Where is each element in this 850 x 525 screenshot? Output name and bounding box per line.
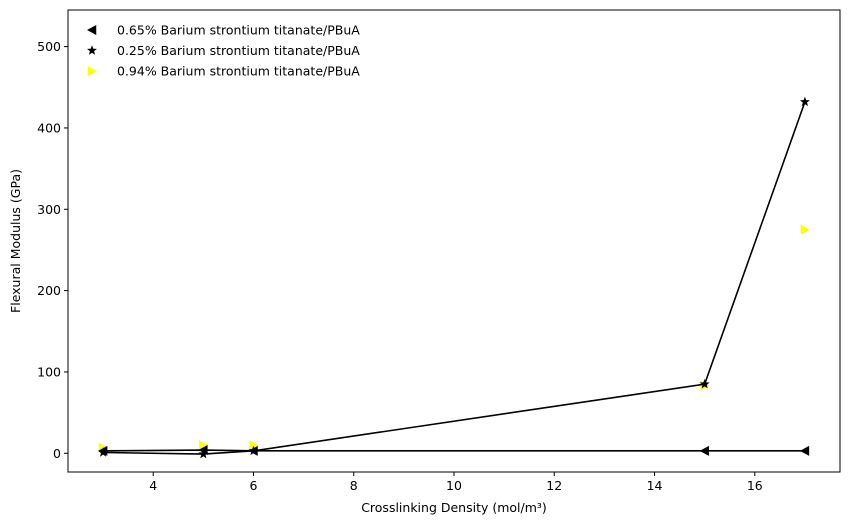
y-tick-label: 0 bbox=[53, 446, 61, 461]
y-tick-label: 200 bbox=[37, 283, 61, 298]
x-tick-label: 12 bbox=[546, 478, 562, 493]
series-layer bbox=[98, 96, 810, 459]
y-tick-label: 300 bbox=[37, 202, 61, 217]
y-axis: 0 100 200 300 400 500 bbox=[37, 39, 68, 461]
data-point bbox=[249, 440, 259, 451]
data-point bbox=[198, 448, 209, 459]
legend-marker bbox=[87, 66, 97, 76]
data-point bbox=[699, 445, 709, 456]
x-tick-label: 10 bbox=[446, 478, 462, 493]
data-point bbox=[800, 224, 810, 235]
legend: 0.65% Barium strontium titanate/PBuA 0.25… bbox=[87, 23, 360, 79]
x-axis-label: Crosslinking Density (mol/m³) bbox=[361, 500, 547, 515]
data-point bbox=[699, 378, 710, 389]
x-tick-label: 8 bbox=[350, 478, 358, 493]
y-axis-label: Flexural Modulus (GPa) bbox=[8, 169, 23, 313]
data-point bbox=[799, 445, 810, 456]
x-tick-label: 4 bbox=[149, 478, 157, 493]
data-point bbox=[98, 447, 109, 457]
data-point bbox=[799, 96, 810, 107]
data-point bbox=[199, 440, 209, 451]
legend-label: 0.25% Barium strontium titanate/PBuA bbox=[117, 43, 360, 58]
x-tick-label: 6 bbox=[250, 478, 258, 493]
legend-marker bbox=[87, 25, 97, 35]
x-tick-label: 16 bbox=[747, 478, 763, 493]
legend-marker bbox=[87, 45, 97, 55]
data-point bbox=[248, 445, 259, 456]
series-line bbox=[103, 449, 805, 452]
y-tick-label: 400 bbox=[37, 120, 61, 135]
y-tick-label: 500 bbox=[37, 39, 61, 54]
x-tick-label: 14 bbox=[647, 478, 663, 493]
x-axis: 4 6 8 10 12 14 16 bbox=[149, 472, 763, 493]
y-tick-label: 100 bbox=[37, 364, 61, 379]
series-1 bbox=[98, 96, 810, 459]
legend-label: 0.65% Barium strontium titanate/PBuA bbox=[117, 23, 360, 38]
legend-label: 0.94% Barium strontium titanate/PBuA bbox=[117, 64, 360, 79]
